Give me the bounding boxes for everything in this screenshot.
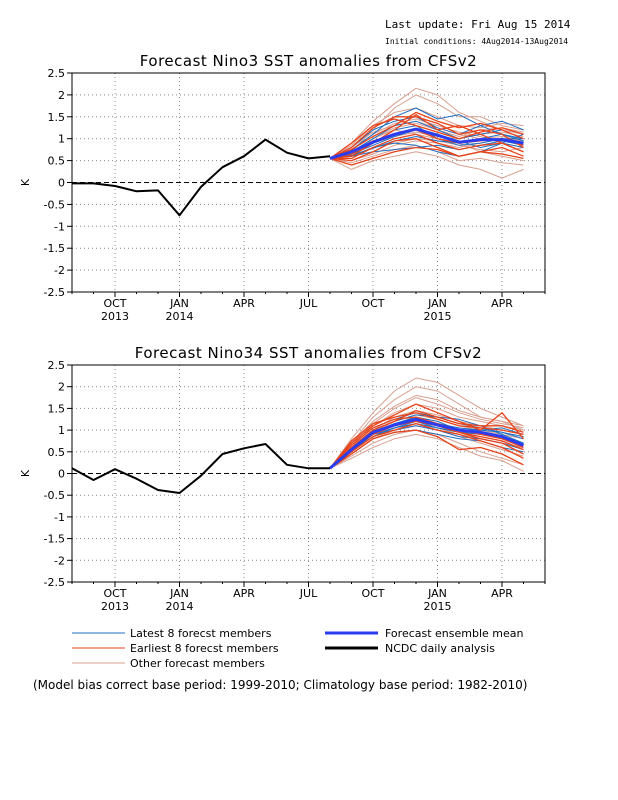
y-tick-label: -1.5 xyxy=(44,242,65,255)
earliest-member-line xyxy=(329,146,524,166)
chart-title: Forecast Nino3 SST anomalies from CFSv2 xyxy=(140,52,477,70)
x-tick-label: APR xyxy=(233,297,255,310)
last-update-text: Last update: Fri Aug 15 2014 xyxy=(385,18,571,31)
y-tick-label: -0.5 xyxy=(44,489,65,502)
y-tick-label: 0 xyxy=(58,177,65,190)
nino34-chart: Forecast Nino34 SST anomalies from CFSv2… xyxy=(19,344,546,613)
y-tick-label: -1.5 xyxy=(44,533,65,546)
ensemble-mean-line xyxy=(329,127,524,160)
y-tick-label: -2 xyxy=(54,554,65,567)
x-tick-label: APR xyxy=(233,587,255,600)
y-tick-label: 2.5 xyxy=(48,67,66,80)
earliest-member-line xyxy=(329,412,524,469)
y-tick-label: 0 xyxy=(58,468,65,481)
earliest-member-line xyxy=(329,111,524,160)
x-tick-label: JAN xyxy=(427,297,447,310)
chart-title: Forecast Nino34 SST anomalies from CFSv2 xyxy=(135,344,482,362)
earliest-member-line xyxy=(329,118,524,159)
y-tick-label: 1 xyxy=(58,424,65,437)
other-member-line xyxy=(329,433,524,472)
earliest-member-line xyxy=(329,429,524,469)
y-tick-label: 0.5 xyxy=(48,155,66,168)
earliest-member-line xyxy=(329,409,524,469)
analysis-line xyxy=(71,443,330,494)
y-axis-label: K xyxy=(19,178,32,186)
x-tick-year: 2013 xyxy=(101,600,129,613)
y-tick-label: 1 xyxy=(58,133,65,146)
x-tick-year: 2014 xyxy=(166,600,194,613)
legend: Latest 8 forecst members Earliest 8 fore… xyxy=(72,627,524,670)
x-tick-label: OCT xyxy=(361,587,384,600)
x-tick-label: JUL xyxy=(299,587,318,600)
other-member-line xyxy=(329,151,524,179)
y-tick-label: -1 xyxy=(54,511,65,524)
y-tick-label: 2 xyxy=(58,89,65,102)
legend-earliest-label: Earliest 8 forecst members xyxy=(130,642,279,655)
x-tick-label: JAN xyxy=(169,587,189,600)
other-member-line xyxy=(329,94,524,159)
y-tick-label: 1.5 xyxy=(48,111,66,124)
footnote: (Model bias correct base period: 1999-20… xyxy=(33,678,528,692)
earliest-member-line xyxy=(329,422,524,469)
y-tick-label: 1.5 xyxy=(48,402,66,415)
y-tick-label: 2.5 xyxy=(48,359,66,372)
ensemble-mean-line xyxy=(329,417,525,470)
y-axis-label: K xyxy=(19,469,32,477)
x-tick-label: JAN xyxy=(427,587,447,600)
earliest-member-line xyxy=(329,138,524,162)
plot-frame xyxy=(71,72,546,293)
y-tick-label: -0.5 xyxy=(44,198,65,211)
earliest-member-line xyxy=(329,403,525,469)
latest-member-line xyxy=(329,140,524,159)
y-tick-label: 2 xyxy=(58,381,65,394)
plot-frame xyxy=(71,364,546,583)
y-tick-label: -2.5 xyxy=(44,576,65,589)
earliest-member-line xyxy=(329,116,524,159)
x-tick-label: OCT xyxy=(361,297,384,310)
x-tick-label: APR xyxy=(491,297,513,310)
nino3-chart: Forecast Nino3 SST anomalies from CFSv2 2… xyxy=(19,52,546,323)
legend-latest-label: Latest 8 forecst members xyxy=(130,627,272,640)
x-tick-year: 2015 xyxy=(424,310,452,323)
other-member-line xyxy=(329,377,524,469)
legend-mean-label: Forecast ensemble mean xyxy=(385,627,524,640)
x-tick-label: JUL xyxy=(299,297,318,310)
x-tick-label: JAN xyxy=(169,297,189,310)
other-member-line xyxy=(329,120,524,159)
x-tick-year: 2014 xyxy=(166,310,194,323)
other-member-line xyxy=(329,107,524,159)
earliest-member-line xyxy=(329,416,524,469)
legend-other-label: Other forecast members xyxy=(130,657,265,670)
x-tick-label: OCT xyxy=(103,297,126,310)
x-tick-label: APR xyxy=(491,587,513,600)
y-tick-label: -1 xyxy=(54,220,65,233)
y-tick-label: 0.5 xyxy=(48,446,66,459)
y-tick-label: -2 xyxy=(54,264,65,277)
x-tick-year: 2015 xyxy=(424,600,452,613)
x-tick-year: 2013 xyxy=(101,310,129,323)
x-tick-label: OCT xyxy=(103,587,126,600)
initial-conditions-text: Initial conditions: 4Aug2014-13Aug2014 xyxy=(385,37,569,46)
analysis-line xyxy=(72,138,331,217)
earliest-member-line xyxy=(330,133,524,160)
legend-analysis-label: NCDC daily analysis xyxy=(385,642,495,655)
y-tick-label: -2.5 xyxy=(44,286,65,299)
